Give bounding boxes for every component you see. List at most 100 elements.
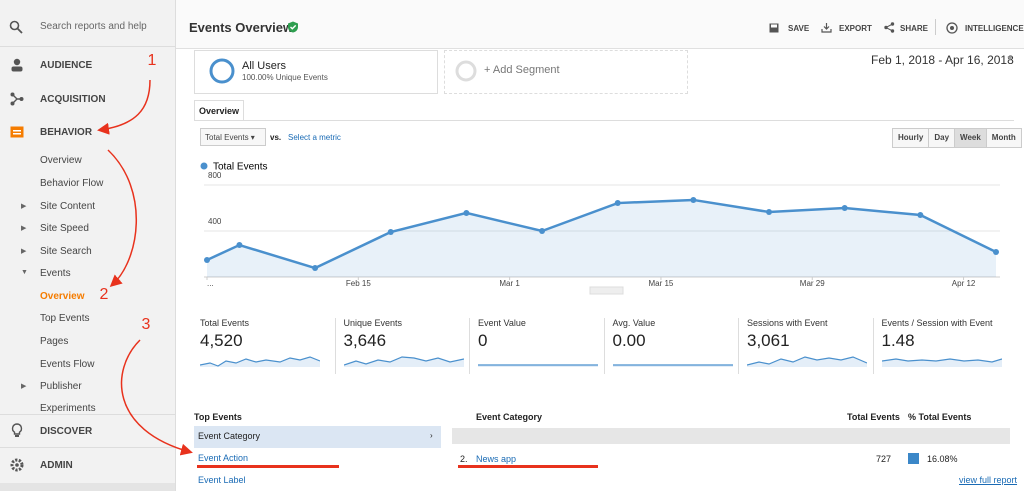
nav-item[interactable]: Events Flow (40, 359, 95, 370)
save-button[interactable]: SAVE (788, 24, 810, 33)
granularity-button[interactable]: Week (954, 128, 987, 148)
metric-card: Events / Session with Event 1.48 (872, 318, 1002, 374)
view-full-report[interactable]: view full report (959, 475, 1018, 485)
add-segment[interactable]: + Add Segment (484, 64, 560, 76)
search-box[interactable]: Search reports and help (40, 21, 147, 32)
granularity-button[interactable]: Month (985, 128, 1022, 148)
segment-ring (209, 58, 235, 84)
nav-admin[interactable]: ADMIN (40, 460, 73, 471)
intelligence-button[interactable]: INTELLIGENCE (965, 24, 1024, 33)
sparkline-area (200, 357, 320, 367)
nav-item-active[interactable]: Overview (40, 291, 85, 302)
metric-value: 0.00 (612, 331, 646, 350)
point (539, 228, 546, 234)
sparkline (343, 356, 464, 367)
overview-tab[interactable]: Overview (194, 100, 244, 121)
y-tick-label: 800 (208, 171, 222, 180)
line-chart: Total Events 400 800... Feb 15 Mar 1 Mar 15 Ma… (200, 162, 1000, 295)
granularity-button[interactable]: Hourly (892, 128, 930, 148)
dimension-item[interactable]: Event Category (198, 431, 261, 441)
select-metric-link[interactable]: Select a metric (288, 133, 341, 142)
column-header: Event Category (476, 412, 543, 422)
column-header: % Total Events (908, 412, 972, 422)
column-header: Total Events (847, 412, 900, 422)
behavior-icon (10, 126, 24, 138)
acquisition-icon (10, 92, 24, 106)
page-title: Events Overview (189, 20, 294, 35)
underline (197, 465, 339, 468)
sparkline-line (881, 358, 1002, 363)
sparkline (881, 358, 1002, 367)
x-tick-label: Feb 15 (346, 279, 371, 288)
x-tick-label: Mar 15 (648, 279, 673, 288)
nav-item[interactable]: Experiments (40, 403, 96, 414)
point (312, 265, 319, 272)
nav-discover[interactable]: DISCOVER (40, 426, 93, 437)
nav-item[interactable]: Behavior Flow (40, 178, 104, 189)
audience-icon (11, 58, 23, 72)
metric-select[interactable]: Total Events ▾ (200, 128, 266, 146)
point (917, 212, 924, 219)
point (993, 249, 999, 256)
nav-item[interactable]: Site Search (40, 246, 92, 257)
point (387, 229, 394, 236)
sparkline-line (747, 356, 867, 366)
segment-card[interactable] (194, 50, 438, 94)
granularity: Hourly Day Week Month (892, 128, 1022, 148)
table-placeholder (452, 428, 1010, 444)
nav-audience[interactable]: AUDIENCE (40, 60, 93, 71)
point (841, 205, 848, 211)
point (463, 209, 470, 216)
add-segment-card[interactable] (444, 50, 688, 94)
point (236, 242, 243, 249)
metric-label: Total Events (200, 318, 250, 328)
metric-card: Unique Events 3,646 (334, 318, 464, 374)
nav-item[interactable]: Overview (40, 155, 82, 166)
sidebar: Search reports and help AUDIENCE ACQUISI… (0, 0, 176, 491)
y-tick-label: 400 (208, 217, 222, 226)
dimension-item[interactable]: Event Label (198, 475, 246, 485)
metric-card: Total Events 4,520 (200, 318, 326, 374)
sparkline-line (343, 356, 464, 366)
x-tick-label: Apr 12 (952, 279, 976, 288)
line (206, 198, 997, 270)
area (207, 199, 996, 277)
dimension-item[interactable]: Event Action (198, 453, 249, 463)
metric-value: 3,646 (343, 331, 387, 350)
nav-item[interactable]: Publisher (40, 381, 82, 392)
add-segment-ring (455, 60, 477, 82)
sparkline-line (200, 356, 320, 367)
point (690, 196, 697, 203)
export-icon (821, 23, 832, 33)
granularity-button[interactable]: Day (928, 128, 956, 148)
metric-value: 3,061 (747, 331, 790, 350)
chart-handle (589, 286, 624, 295)
row-category[interactable]: News app (476, 454, 517, 464)
sparkline (747, 356, 867, 367)
nav-acquisition[interactable]: ACQUISITION (40, 94, 106, 105)
sparkline (612, 364, 733, 367)
nav-behavior[interactable]: BEHAVIOR (40, 127, 93, 138)
row-percent: 16.08% (927, 454, 958, 464)
nav-item[interactable]: Events (40, 268, 71, 279)
nav-item[interactable]: Site Speed (40, 223, 89, 234)
date-range[interactable]: Feb 1, 2018 - Apr 16, 2018 (871, 53, 1014, 67)
nav-item[interactable]: Top Events (40, 313, 90, 324)
sparkline (200, 356, 320, 367)
share-button[interactable]: SHARE (900, 24, 929, 33)
nav-item[interactable]: Site Content (40, 201, 96, 212)
segment-detail: 100.00% Unique Events (242, 73, 328, 82)
metric-card: Event Value 0 (469, 318, 598, 374)
metric-value: 0 (478, 331, 488, 350)
export-button[interactable]: EXPORT (839, 24, 872, 33)
metric-label: Event Value (478, 318, 526, 328)
sparkline-area (343, 357, 464, 367)
nav-item[interactable]: Pages (40, 336, 69, 347)
metric-select-label: Total Events (205, 133, 249, 142)
metric-label: Events / Session with Event (881, 318, 993, 328)
legend-label: Total Events (213, 162, 267, 173)
intelligence-icon (946, 22, 958, 34)
top-events-title: Top Events (194, 412, 242, 422)
sparkline (478, 364, 598, 367)
segment-name: All Users (242, 60, 287, 72)
